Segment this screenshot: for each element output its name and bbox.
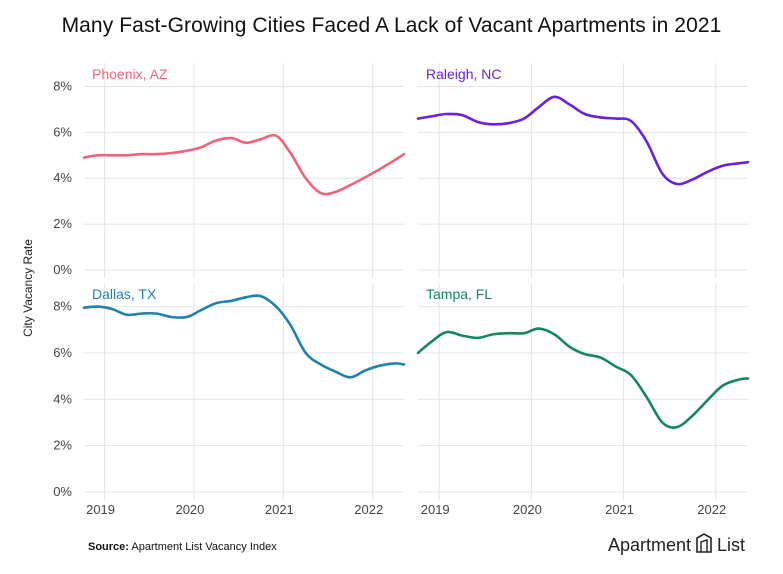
panel-background	[84, 283, 404, 500]
apartment-list-logo: Apartment List	[608, 532, 745, 558]
panel-background	[418, 283, 748, 500]
x-tick-label: 2021	[605, 502, 634, 517]
source-text: Apartment List Vacancy Index	[131, 541, 277, 553]
panel-title: Dallas, TX	[92, 286, 157, 302]
y-tick-label: 6%	[53, 124, 72, 139]
series-line	[416, 327, 750, 429]
y-tick-label: 4%	[53, 391, 72, 406]
x-tick-label: 2019	[421, 502, 450, 517]
source-note: Source: Apartment List Vacancy Index	[88, 541, 277, 553]
x-tick-label: 2021	[265, 502, 294, 517]
logo-text-right: List	[717, 534, 746, 555]
x-tick-label: 2019	[86, 502, 115, 517]
panel-2: Raleigh, NC	[416, 63, 750, 278]
panel-4: 2019 2020 2021 2022 Tampa, FL	[416, 283, 750, 517]
chart-title: Many Fast-Growing Cities Faced A Lack of…	[61, 14, 722, 37]
y-tick-label: 8%	[53, 299, 72, 314]
y-tick-label: 6%	[53, 345, 72, 360]
y-tick-label: 2%	[53, 216, 72, 231]
y-tick-label: 0%	[53, 484, 72, 499]
x-tick-label: 2022	[697, 502, 726, 517]
y-tick-label: 2%	[53, 438, 72, 453]
logo-text-left: Apartment	[608, 534, 692, 555]
series-line	[82, 133, 406, 196]
panel-background	[84, 63, 404, 278]
panel-title: Tampa, FL	[426, 286, 492, 302]
x-tick-label: 2020	[513, 502, 542, 517]
panel-title: Phoenix, AZ	[92, 66, 168, 82]
series-line	[82, 294, 406, 379]
apartment-list-logo-icon	[695, 532, 713, 559]
panel-1: 0% 2% 4% 6% 8% Phoenix, AZ	[53, 63, 406, 278]
x-tick-label: 2022	[354, 502, 383, 517]
source-label: Source:	[88, 541, 129, 553]
panel-3: 0% 2% 4% 6% 8% 2019 2020 2021 2022 Dallas, TX	[53, 283, 406, 517]
panel-title: Raleigh, NC	[426, 66, 501, 82]
y-tick-label: 8%	[53, 78, 72, 93]
panel-background	[418, 63, 748, 278]
y-tick-label: 4%	[53, 170, 72, 185]
y-tick-label: 0%	[53, 262, 72, 277]
series-line	[416, 95, 750, 186]
x-tick-label: 2020	[175, 502, 204, 517]
